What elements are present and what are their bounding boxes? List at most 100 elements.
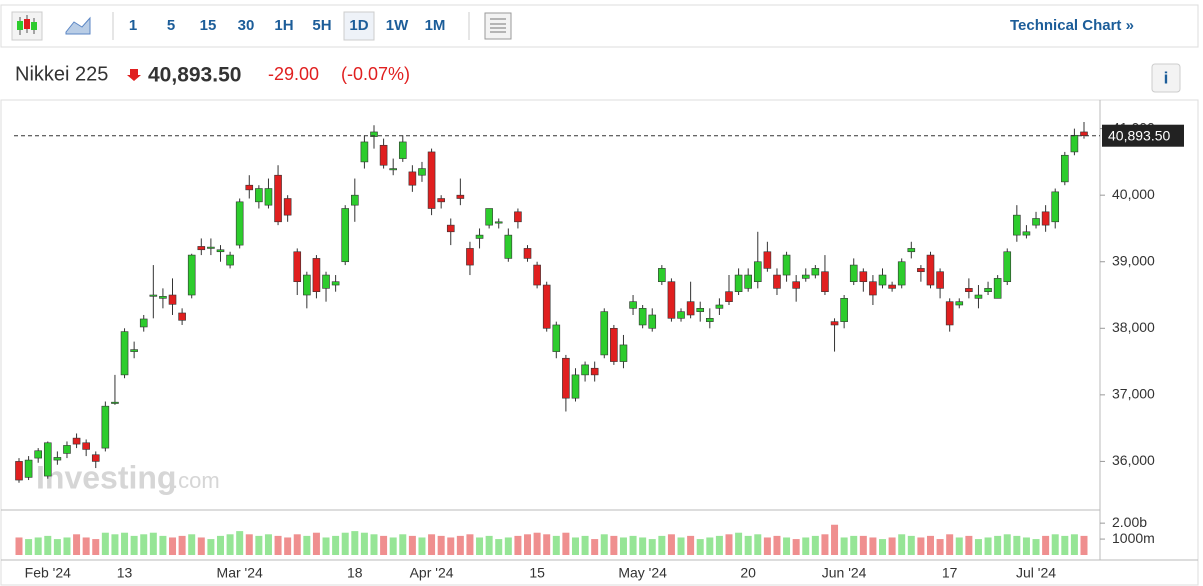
volume-bar [92, 539, 100, 555]
change: -29.00 [268, 64, 319, 84]
candle-body [744, 274, 752, 289]
volume-bar [600, 534, 608, 555]
volume-bar [888, 537, 896, 555]
interval-button[interactable]: 1M [425, 17, 446, 34]
candle-body [917, 268, 925, 273]
interval-button[interactable]: 15 [200, 17, 217, 34]
interval-button[interactable]: 30 [238, 17, 255, 34]
volume-bar [850, 535, 858, 555]
candle-body [485, 208, 493, 226]
interval-button[interactable]: 1 [129, 17, 137, 34]
technical-chart-link[interactable]: Technical Chart » [1010, 17, 1134, 34]
candle-body [1041, 211, 1050, 226]
volume-bar [44, 535, 52, 555]
candle-body [494, 221, 503, 224]
candle-body [139, 318, 148, 328]
volume-bar [408, 535, 416, 555]
candle-body [715, 304, 724, 309]
candle-body [552, 324, 561, 352]
volume-bar [552, 535, 560, 555]
interval-button[interactable]: 5 [167, 17, 175, 34]
volume-bar [629, 535, 637, 555]
instrument-name: Nikkei 225 [15, 63, 108, 85]
price: 40,893.50 [148, 64, 241, 87]
volume-bar [1070, 534, 1078, 555]
volume-bar [111, 534, 119, 555]
volume-bar [159, 535, 167, 555]
candle-body [418, 168, 426, 176]
volume-bar [610, 535, 618, 555]
info-button[interactable] [1151, 63, 1181, 93]
candle-body [235, 201, 244, 246]
volume-bar [831, 524, 839, 555]
candle-body [1080, 131, 1088, 137]
candle-body [15, 461, 23, 481]
volume-bar [581, 535, 589, 555]
candle-body [840, 298, 848, 322]
x-tick-label: Mar '24 [217, 565, 263, 581]
volume-bar [658, 535, 666, 555]
volume-bar [149, 532, 157, 555]
candle-body [590, 367, 599, 376]
candle-body [542, 284, 551, 329]
candle-body [255, 188, 263, 203]
volume-bar [533, 532, 541, 555]
candle-body [34, 450, 42, 459]
x-tick-label: Jun '24 [822, 565, 867, 581]
info-glyph: i [1164, 68, 1169, 87]
volume-bar [725, 534, 733, 555]
candle-body [178, 312, 186, 321]
volume-bar [773, 535, 781, 555]
volume-bar [1061, 535, 1069, 555]
candle-body [322, 274, 330, 289]
candle-body [1070, 134, 1079, 153]
candle-body [130, 349, 138, 352]
candle-body [303, 274, 311, 296]
area-icon[interactable] [65, 16, 91, 35]
interval-button[interactable]: 1W [386, 17, 409, 34]
candle-glyph-up [17, 21, 23, 30]
candle-body [72, 437, 81, 445]
candle-body [753, 261, 762, 283]
x-tick-label: Feb '24 [25, 565, 71, 581]
candle-body [159, 296, 167, 299]
last-price-label: 40,893.50 [1108, 127, 1170, 143]
interval-button[interactable]: 1D [349, 17, 368, 34]
candle-glyph-down [24, 19, 30, 29]
volume-bar [677, 537, 685, 555]
candle-body [849, 264, 858, 283]
volume-bar [34, 537, 42, 555]
interval-button[interactable]: 1H [274, 17, 293, 34]
candle-body [888, 284, 896, 289]
interval-button[interactable]: 5H [312, 17, 331, 34]
volume-bar [571, 537, 579, 555]
volume-bar [648, 539, 656, 555]
candle-body [408, 171, 417, 186]
candle-body [955, 301, 964, 306]
active-interval [343, 11, 375, 41]
change-pct: (-0.07%) [341, 64, 410, 84]
volume-bar [524, 534, 532, 555]
candle-body [245, 184, 254, 191]
candle-body [187, 254, 196, 296]
candle-body [283, 198, 292, 216]
candle-body [706, 318, 714, 322]
candle-body [571, 374, 580, 399]
volume-bar [802, 537, 810, 555]
volume-bar [284, 537, 292, 555]
candle-body [878, 274, 887, 286]
volume-bar [380, 535, 388, 555]
volume-bar [303, 535, 311, 555]
volume-bar [1022, 537, 1030, 555]
v-tick-label: 1000m [1112, 530, 1155, 546]
candle-body [466, 248, 474, 266]
volume-bar [907, 535, 915, 555]
news-icon[interactable] [484, 12, 512, 40]
candle-body [610, 327, 618, 362]
volume-bar [370, 534, 378, 555]
candle-body [24, 459, 33, 478]
volume-bar [207, 539, 215, 555]
volume-bar [399, 534, 407, 555]
volume-bar [255, 535, 263, 555]
